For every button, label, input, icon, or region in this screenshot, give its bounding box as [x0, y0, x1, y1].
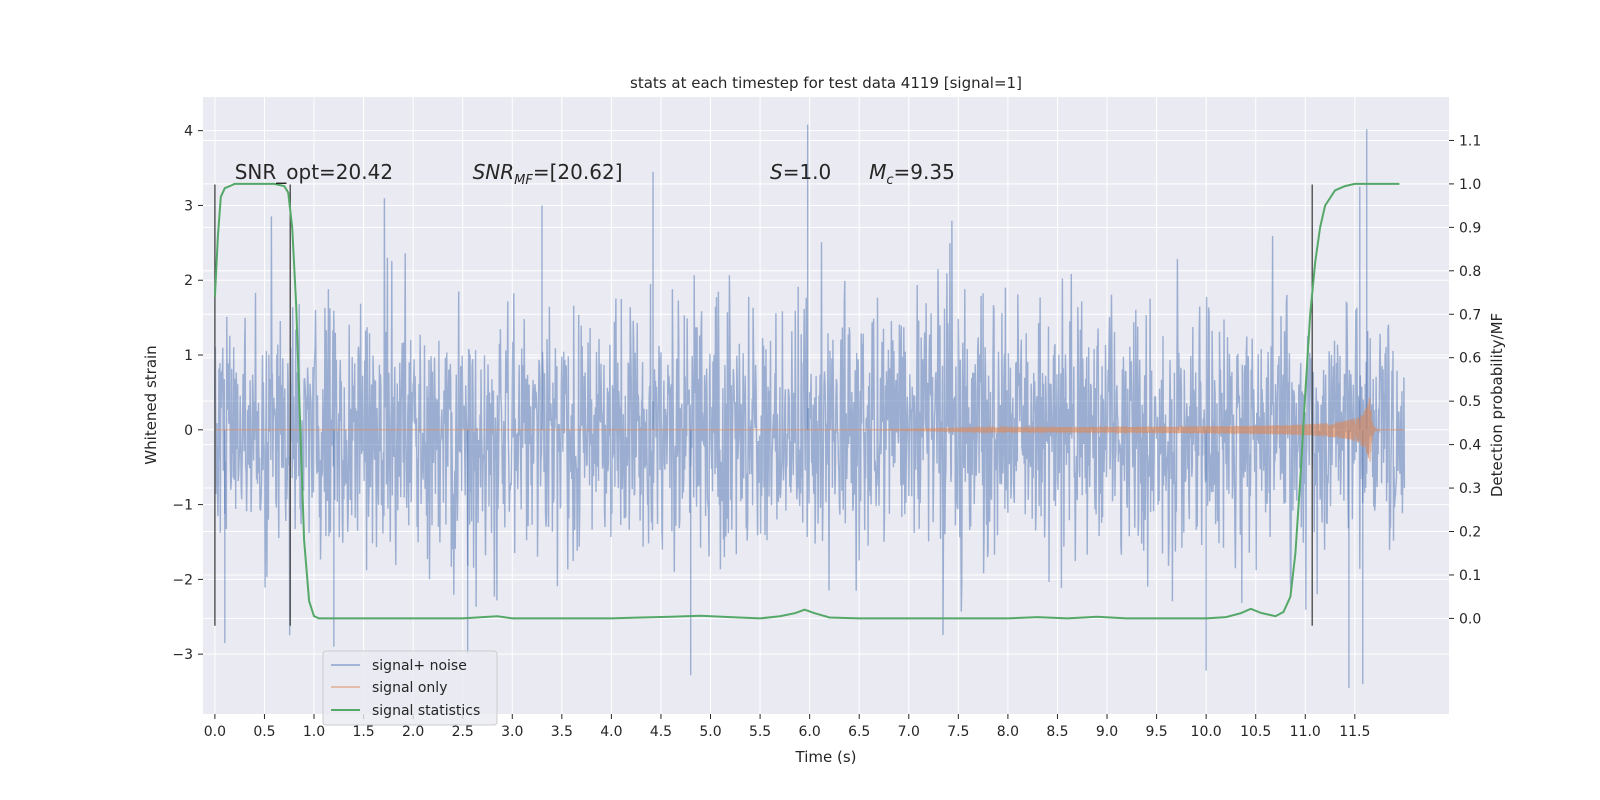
- annotation: Mc=9.35: [869, 160, 955, 188]
- y2-tick-label: 0.0: [1459, 611, 1481, 627]
- series-signal-plus-noise: [214, 124, 1406, 688]
- legend-label-signal-only: signal only: [372, 680, 447, 696]
- x-tick-label: 5.0: [699, 724, 721, 740]
- x-tick-label: 8.5: [1046, 724, 1068, 740]
- y2-tick-label: 0.3: [1459, 481, 1481, 497]
- y2-tick-label: 0.8: [1459, 264, 1481, 280]
- legend-box: [322, 650, 498, 726]
- x-tick-label: 5.5: [749, 724, 771, 740]
- y2-tick-label: 0.9: [1459, 220, 1481, 236]
- annotation: SNRMF=[20.62]: [473, 160, 623, 188]
- y2-tick-label: 0.6: [1459, 351, 1481, 367]
- vertical-markers: [214, 184, 1313, 626]
- x-tick-label: 11.5: [1339, 724, 1370, 740]
- x-tick-label: 4.5: [650, 724, 672, 740]
- y-tick-label: −1: [172, 498, 193, 514]
- y-tick-label: 2: [184, 273, 193, 289]
- y2-tick-label: 1.0: [1459, 177, 1481, 193]
- annotation: SNR_opt=20.42: [235, 160, 393, 184]
- x-tick-label: 6.0: [799, 724, 821, 740]
- series-signal-statistics: [213, 182, 1400, 620]
- y2-tick-label: 0.7: [1459, 307, 1481, 323]
- y2-tick-label: 0.5: [1459, 394, 1481, 410]
- series-signal-only: [214, 397, 1405, 462]
- statistics-line: [213, 182, 1400, 620]
- y-axis-label: Whitened strain: [142, 345, 160, 464]
- x-tick-label: 11.0: [1290, 724, 1321, 740]
- y-tick-label: 3: [184, 198, 193, 214]
- x-tick-label: 0.5: [253, 724, 275, 740]
- x-tick-label: 9.5: [1145, 724, 1167, 740]
- legend-label-signal-statistics: signal statistics: [372, 703, 480, 719]
- legend: signal+ noise signal only signal statist…: [322, 650, 498, 726]
- y-axis-ticks: −3 −2 −1 0 1 2 3 4: [172, 124, 203, 663]
- x-tick-label: 7.5: [947, 724, 969, 740]
- y2-axis-label: Detection probability/MF: [1488, 313, 1506, 497]
- x-axis-ticks: 0.0 0.5 1.0 1.5 2.0 2.5 3.0 3.5 4.0 4.5 5.0 5.5 6.0 6…: [204, 714, 1370, 740]
- y-tick-label: 4: [184, 124, 193, 140]
- x-axis-label: Time (s): [795, 748, 857, 766]
- y2-tick-label: 0.2: [1459, 525, 1481, 541]
- x-tick-label: 3.0: [501, 724, 523, 740]
- annotations: SNR_opt=20.42 SNRMF=[20.62] S=1.0 Mc=9.35: [235, 160, 955, 188]
- legend-label-signal-plus-noise: signal+ noise: [372, 658, 467, 674]
- y-tick-label: −3: [172, 647, 193, 663]
- x-tick-label: 7.0: [898, 724, 920, 740]
- x-tick-label: 2.5: [452, 724, 474, 740]
- y-tick-label: 0: [184, 423, 193, 439]
- x-tick-label: 0.0: [204, 724, 226, 740]
- x-tick-label: 4.0: [600, 724, 622, 740]
- annotation: S=1.0: [770, 160, 831, 184]
- y2-tick-label: 0.1: [1459, 568, 1481, 584]
- y2-tick-label: 1.1: [1459, 133, 1481, 149]
- x-tick-label: 6.5: [848, 724, 870, 740]
- x-tick-label: 3.5: [551, 724, 573, 740]
- x-tick-label: 1.0: [303, 724, 325, 740]
- y2-axis-ticks: 0.0 0.1 0.2 0.3 0.4 0.5 0.6 0.7 0.8 0.9 1.0 1.1: [1449, 133, 1481, 627]
- y-tick-label: −2: [172, 572, 193, 588]
- x-tick-label: 9.0: [1096, 724, 1118, 740]
- x-tick-label: 10.5: [1240, 724, 1271, 740]
- y2-tick-label: 0.4: [1459, 438, 1481, 454]
- x-tick-label: 2.0: [402, 724, 424, 740]
- chart-title: stats at each timestep for test data 411…: [630, 74, 1022, 92]
- y-tick-label: 1: [184, 348, 193, 364]
- x-tick-label: 8.0: [997, 724, 1019, 740]
- x-tick-label: 1.5: [352, 724, 374, 740]
- x-tick-label: 10.0: [1191, 724, 1222, 740]
- chirp-line: [214, 397, 1405, 462]
